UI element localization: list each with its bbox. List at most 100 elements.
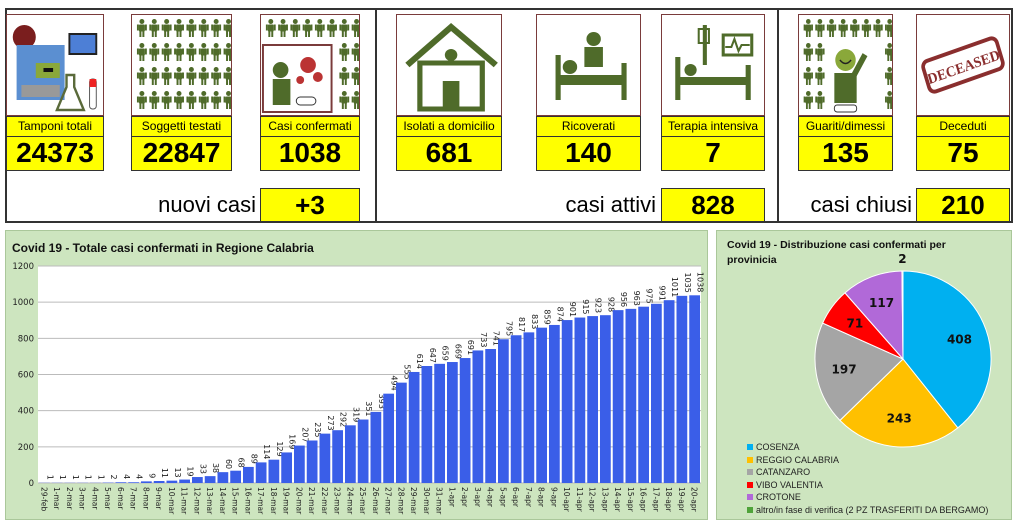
card-value: 7 xyxy=(661,137,765,171)
slice-label: 2 xyxy=(898,252,906,266)
slice-label: 243 xyxy=(887,412,912,426)
x-tick-label: 16-mar xyxy=(243,487,252,515)
bar xyxy=(472,350,484,483)
bar xyxy=(536,327,547,483)
data-label: 817 xyxy=(517,317,526,332)
pie-slice xyxy=(902,270,992,429)
data-label: 1 xyxy=(58,475,67,480)
bar xyxy=(217,472,229,483)
pie-chart: 408 243 197 71 117 2 xyxy=(814,252,992,448)
bar xyxy=(459,358,471,483)
card-value: 24373 xyxy=(6,137,104,171)
bar xyxy=(408,371,420,483)
data-label: 19 xyxy=(186,466,195,476)
x-tick-label: 18-apr xyxy=(664,487,673,513)
intensive-care-icon xyxy=(661,14,765,116)
x-tick-label: 13-apr xyxy=(600,487,609,513)
bar xyxy=(587,316,598,483)
card-guariti-dimessi: Guariti/dimessi 135 xyxy=(798,14,893,171)
legend-swatch xyxy=(747,444,753,451)
bar xyxy=(396,382,407,483)
data-label: 691 xyxy=(466,340,475,355)
new-cases-label: nuovi casi xyxy=(158,192,256,217)
bar xyxy=(523,332,535,483)
bar xyxy=(153,481,165,483)
data-label: 1 xyxy=(84,475,93,480)
card-label: Tamponi totali xyxy=(6,116,104,137)
divider xyxy=(375,8,377,223)
data-label: 60 xyxy=(224,459,233,469)
divider xyxy=(777,8,779,223)
card-deceduti: DECEASED Deceduti 75 xyxy=(916,14,1010,171)
x-tick-label: 20-apr xyxy=(690,487,699,513)
bar xyxy=(421,366,433,483)
bar xyxy=(689,295,700,483)
card-value: 140 xyxy=(536,137,641,171)
slice-label: 117 xyxy=(869,296,894,310)
x-tick-label: 3-apr xyxy=(473,487,482,508)
x-tick-label: 14-mar xyxy=(218,487,227,515)
x-tick-label: 11-apr xyxy=(575,487,584,513)
card-value: 1038 xyxy=(260,137,360,171)
x-tick-label: 30-mar xyxy=(422,487,431,515)
x-tick-label: 16-apr xyxy=(639,487,648,513)
pie-legend: COSENZA REGGIO CALABRIA CATANZARO VIBO VALE… xyxy=(747,441,988,516)
x-tick-label: 4-apr xyxy=(486,487,495,508)
bar xyxy=(115,482,127,483)
bar xyxy=(294,445,305,483)
x-tick-label: 3-mar xyxy=(78,487,87,510)
active-cases-value: 828 xyxy=(661,188,765,222)
card-soggetti-testati: Soggetti testati 22847 xyxy=(131,14,232,171)
x-tick-label: 1-apr xyxy=(447,487,456,508)
bar xyxy=(485,349,496,483)
data-label: 393 xyxy=(377,394,386,409)
data-label: 38 xyxy=(211,463,220,473)
x-tick-label: 10-mar xyxy=(167,487,176,515)
data-label: 114 xyxy=(262,444,271,459)
bar xyxy=(204,476,216,483)
card-label: Guariti/dimessi xyxy=(798,116,893,137)
card-tamponi-totali: Tamponi totali 24373 xyxy=(6,14,104,171)
data-label: 68 xyxy=(237,458,246,468)
bar-chart-title: Covid 19 - Totale casi confermati in Reg… xyxy=(12,241,314,255)
x-tick-label: 19-apr xyxy=(677,487,686,513)
legend-label: CATANZARO xyxy=(756,467,811,478)
card-value: 22847 xyxy=(131,137,232,171)
x-tick-label: 8-mar xyxy=(141,487,150,510)
card-label: Casi confermati xyxy=(260,116,360,137)
card-label: Isolati a domicilio xyxy=(396,116,502,137)
x-tick-label: 5-apr xyxy=(498,487,507,508)
legend-item: altro/in fase di verifica (2 PZ TRASFERI… xyxy=(747,504,988,517)
y-tick-label: 1200 xyxy=(12,262,34,272)
lab-equipment-icon xyxy=(6,14,104,116)
x-tick-label: 12-apr xyxy=(588,487,597,513)
data-label: 733 xyxy=(479,332,488,347)
x-tick-label: 9-mar xyxy=(154,487,163,510)
card-label: Ricoverati xyxy=(536,116,641,137)
data-label: 129 xyxy=(275,441,284,456)
pie-slice xyxy=(839,358,959,448)
legend-swatch xyxy=(747,456,753,463)
x-tick-label: 18-mar xyxy=(269,487,278,515)
bar xyxy=(625,308,637,483)
data-label: 4 xyxy=(122,474,131,479)
x-tick-label: 20-mar xyxy=(294,487,303,515)
x-tick-label: 17-apr xyxy=(651,487,660,513)
x-tick-label: 13-mar xyxy=(205,487,214,515)
x-tick-label: 14-apr xyxy=(613,487,622,513)
x-tick-label: 7-mar xyxy=(129,487,138,510)
bar-chart-panel: Covid 19 - Totale casi confermati in Reg… xyxy=(5,230,708,520)
legend-item: VIBO VALENTIA xyxy=(747,479,988,492)
data-label: 1 xyxy=(96,475,105,480)
y-tick-label: 800 xyxy=(18,334,34,344)
legend-swatch xyxy=(747,506,753,513)
bar xyxy=(663,300,675,483)
bar xyxy=(549,324,560,483)
slice-label: 197 xyxy=(832,362,857,376)
bar xyxy=(166,480,178,483)
pie-chart-title: Covid 19 - Distribuzione casi confermati… xyxy=(727,239,946,251)
x-tick-label: 4-mar xyxy=(90,487,99,510)
x-tick-label: 15-mar xyxy=(231,487,240,515)
legend-label: COSENZA xyxy=(756,442,800,453)
bar xyxy=(306,440,318,483)
